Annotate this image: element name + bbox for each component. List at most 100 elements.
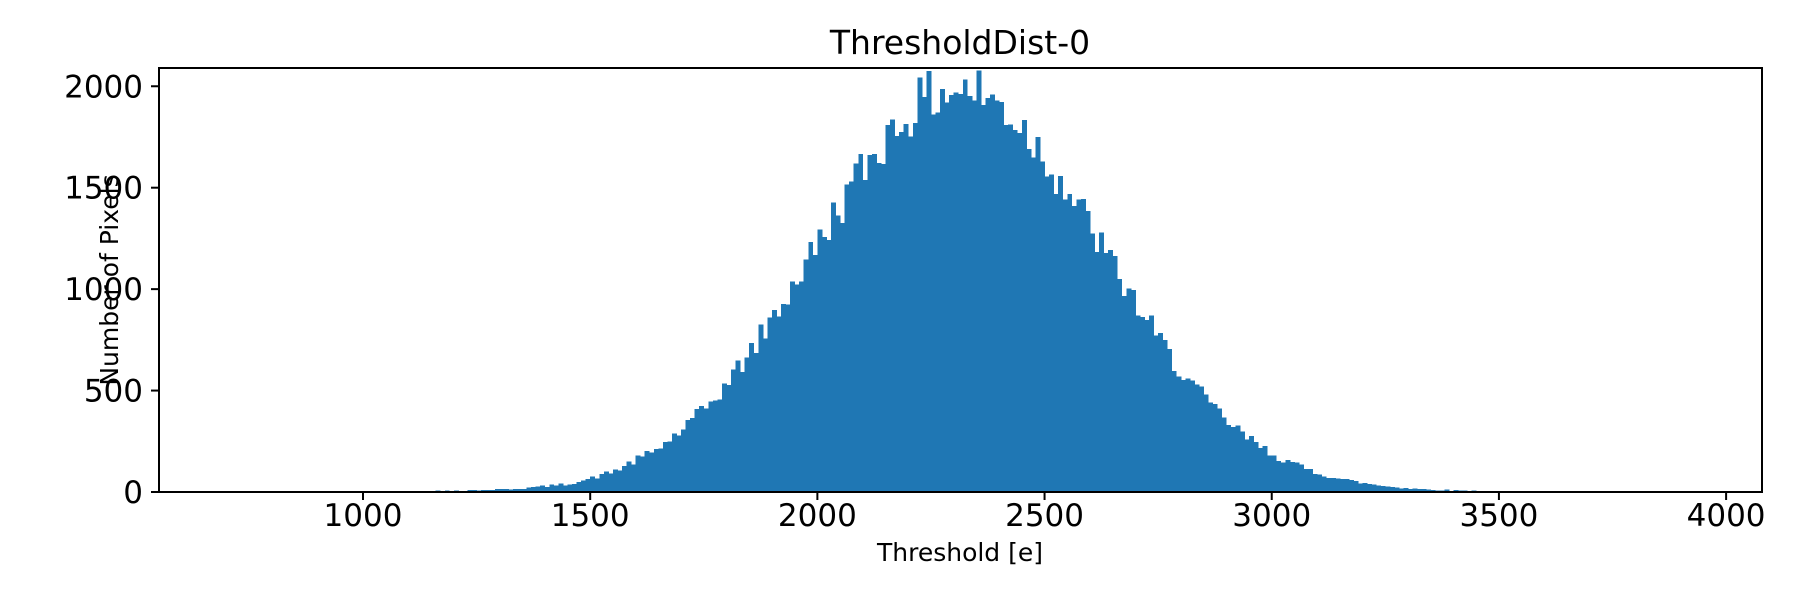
histogram-bar xyxy=(1299,464,1304,492)
histogram-bar xyxy=(908,136,914,492)
histogram-bar xyxy=(799,281,805,492)
histogram-bar xyxy=(703,408,709,492)
histogram-bar xyxy=(890,119,896,492)
histogram-bar xyxy=(930,114,936,492)
histogram-bar xyxy=(1176,376,1182,492)
histogram-bar xyxy=(744,357,750,492)
histogram-bar xyxy=(1380,485,1386,492)
histogram-bar xyxy=(681,429,687,492)
histogram-bar xyxy=(481,489,487,492)
histogram-bar xyxy=(953,92,959,492)
histogram-bar xyxy=(1253,442,1259,492)
histogram-bar xyxy=(667,441,673,492)
histogram-bar xyxy=(1139,317,1145,492)
histogram-bar xyxy=(1394,487,1400,492)
histogram-bar xyxy=(812,254,818,492)
x-tick-label: 3000 xyxy=(1232,498,1311,534)
histogram-bar xyxy=(999,101,1005,492)
histogram-bar xyxy=(1294,462,1300,492)
histogram-bar xyxy=(1362,482,1368,492)
histogram-bar xyxy=(1080,199,1086,493)
histogram-bar xyxy=(626,461,632,492)
histogram-bar xyxy=(1071,206,1077,492)
histogram-bar xyxy=(1353,480,1359,492)
histogram-bar xyxy=(1385,486,1391,492)
histogram-bar xyxy=(1335,478,1341,492)
histogram-bar xyxy=(912,122,918,492)
histogram-bar xyxy=(708,401,714,492)
histogram-bar xyxy=(1271,455,1277,492)
histogram-bar xyxy=(1244,439,1250,492)
histogram-bar xyxy=(749,342,755,492)
histogram-bar xyxy=(1267,455,1273,492)
histogram-bar xyxy=(594,478,600,492)
histogram-bar xyxy=(1171,370,1177,492)
histogram-bar xyxy=(567,484,573,492)
histogram-bar xyxy=(1035,136,1041,492)
histogram-bar xyxy=(1412,488,1418,492)
histogram-bar xyxy=(753,352,759,492)
histogram-bar xyxy=(971,100,977,492)
plot-border xyxy=(158,67,1763,493)
histogram-bar xyxy=(712,400,718,492)
histogram-bar xyxy=(1317,474,1323,492)
histogram-bar xyxy=(1085,211,1091,492)
histogram-bar xyxy=(617,470,623,492)
histogram-bar xyxy=(844,184,850,492)
histogram-bar xyxy=(503,488,509,492)
histogram-bar xyxy=(871,154,877,492)
x-tick-label: 4000 xyxy=(1687,498,1766,534)
x-tick-label: 1000 xyxy=(324,498,403,534)
histogram-bar xyxy=(694,409,700,492)
histogram-bar xyxy=(517,488,523,492)
histogram-bar xyxy=(576,481,582,492)
histogram-bar xyxy=(635,455,641,492)
histogram-bar xyxy=(499,488,505,492)
histogram-bar xyxy=(849,181,855,493)
histogram-bar xyxy=(1167,348,1173,492)
histogram-bar xyxy=(508,489,514,492)
histogram-bar xyxy=(1308,469,1314,492)
histogram-bar xyxy=(994,100,1000,492)
x-tick-label: 2000 xyxy=(778,498,857,534)
y-tick-label: 2000 xyxy=(64,69,143,105)
histogram-bar xyxy=(1030,157,1036,492)
histogram-bar xyxy=(699,405,705,492)
histogram-bar xyxy=(1348,479,1354,492)
histogram-bar xyxy=(985,98,991,492)
histogram-bar xyxy=(1408,488,1413,492)
histogram-bar xyxy=(794,284,800,492)
histogram-bar xyxy=(958,93,964,492)
histogram-bar xyxy=(980,104,986,493)
histogram-bar xyxy=(544,487,550,492)
histogram-bar xyxy=(1389,487,1395,492)
histogram-bar xyxy=(735,360,741,492)
histogram-bar xyxy=(1312,473,1318,492)
histogram-bar xyxy=(1276,460,1282,492)
histogram-bar xyxy=(976,70,982,493)
x-tick-label: 3500 xyxy=(1459,498,1538,534)
histogram-bar xyxy=(1103,253,1109,492)
histogram-bar xyxy=(1403,487,1409,492)
histogram-bar xyxy=(1203,394,1209,492)
histogram-bar xyxy=(1108,249,1114,492)
histogram-bar xyxy=(644,450,650,492)
histogram-bar xyxy=(858,154,864,492)
histogram-bar xyxy=(685,420,691,492)
histogram-bar xyxy=(790,281,796,492)
histogram-bar xyxy=(940,88,945,493)
histogram-bar xyxy=(717,399,723,492)
histogram-bar xyxy=(1339,479,1345,492)
histogram-bar xyxy=(585,478,591,492)
histogram-bar xyxy=(1008,124,1014,493)
histogram-bar xyxy=(526,487,532,492)
y-tick-label: 1500 xyxy=(64,171,143,207)
histogram-bar xyxy=(944,102,950,493)
histogram-bar xyxy=(1121,296,1127,492)
histogram-bar xyxy=(1153,335,1159,492)
histogram-bar xyxy=(649,452,655,492)
histogram-bar xyxy=(1094,252,1100,492)
histogram-bar xyxy=(762,338,768,492)
histogram-bar xyxy=(962,79,968,493)
